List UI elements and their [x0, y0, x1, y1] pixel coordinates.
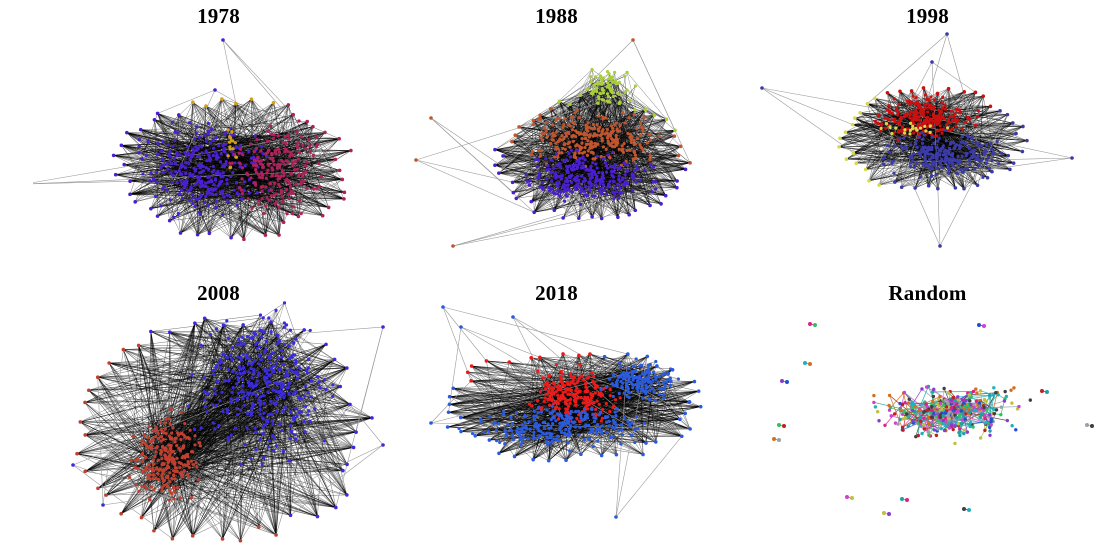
panel-2008: 2008 [33, 277, 404, 549]
edges [416, 40, 690, 246]
panel-random: Random [742, 277, 1113, 549]
network-graph-1988 [371, 0, 742, 272]
nodes [772, 322, 1094, 516]
network-graph-2008 [33, 277, 404, 549]
edges [33, 40, 351, 239]
nodes [760, 32, 1074, 248]
network-graph-1978 [33, 0, 404, 272]
panel-1988: 1988 [371, 0, 742, 272]
panel-1978: 1978 [33, 0, 404, 272]
network-graph-2018 [371, 277, 742, 549]
network-graph-1998 [742, 0, 1113, 272]
network-graph-random [742, 277, 1113, 549]
panel-1998: 1998 [742, 0, 1113, 272]
panel-2018: 2018 [371, 277, 742, 549]
